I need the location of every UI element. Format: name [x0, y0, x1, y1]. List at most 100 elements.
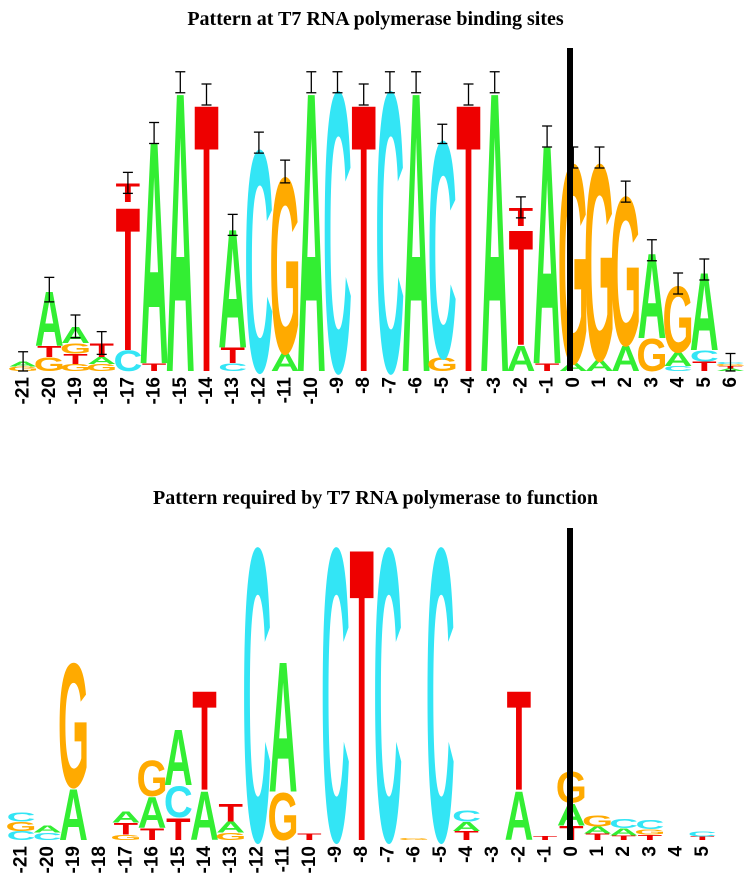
logo-column: A — [480, 9, 509, 456]
logo-letter: A — [609, 827, 638, 838]
position-tick-label: -2 — [508, 846, 529, 863]
position-tick-label: -20 — [37, 846, 58, 873]
error-bar — [673, 272, 684, 295]
logo-column: GAT — [215, 800, 246, 843]
logo-column: TAC — [609, 817, 638, 842]
position-tick-label: -9 — [325, 846, 346, 863]
logo-letter: C — [164, 777, 193, 826]
position-tick-label: -6 — [406, 377, 427, 394]
logo-letter: T — [37, 343, 62, 361]
error-bar — [515, 196, 526, 219]
logo-letter: T — [142, 361, 167, 373]
error-bar — [437, 123, 448, 145]
position-tick-label: -21 — [11, 846, 32, 874]
logo-letter: G — [60, 341, 91, 357]
logo-letter: G — [137, 751, 168, 808]
logo-letter: A — [504, 777, 533, 856]
logo-letter: T — [114, 820, 139, 838]
logo-column: C — [373, 461, 402, 895]
logo-letter: T — [297, 832, 322, 842]
position-tick-label: -12 — [248, 377, 269, 404]
logo-letter: A — [33, 824, 62, 835]
position-tick-label: 1 — [589, 377, 610, 388]
logo-column: A — [297, 9, 326, 456]
logo-column: TA — [533, 78, 562, 430]
logo-letter: G — [6, 820, 37, 834]
logo-letter: G — [110, 833, 141, 841]
position-tick-label: -17 — [117, 377, 138, 404]
position-tick-label: -19 — [63, 846, 84, 873]
logo-column: AG — [584, 106, 615, 420]
error-bar — [411, 71, 422, 94]
logo-letter: T — [349, 461, 373, 895]
logo-letter: C — [242, 461, 271, 895]
logo-letter: G — [582, 813, 613, 830]
logo-letter: C — [426, 461, 455, 895]
position-tick-label: -1 — [537, 377, 558, 394]
error-bar — [332, 71, 343, 94]
position-tick-label: 4 — [666, 846, 687, 857]
error-bar — [463, 83, 474, 106]
logo-column: TAG — [582, 813, 613, 842]
logo-column: C — [244, 83, 273, 438]
position-tick-label: 5 — [694, 377, 715, 388]
logo-column: GC — [427, 76, 458, 422]
position-tick-label: -7 — [379, 377, 400, 394]
position-tick-label: 0 — [563, 377, 584, 388]
logo-column: CAG — [663, 267, 694, 373]
logo-column: AG — [270, 126, 301, 407]
position-tick-label: 0 — [561, 846, 582, 857]
logo-column: T — [351, 24, 375, 453]
position-tick-label: -18 — [89, 846, 110, 873]
error-bar — [175, 71, 186, 94]
position-tick-label: -4 — [456, 846, 477, 863]
error-bar — [306, 71, 317, 94]
logo-letter: G — [399, 838, 430, 841]
position-tick-label: 2 — [613, 846, 634, 857]
logo-column: GA — [636, 229, 667, 382]
position-tick-label: -15 — [170, 377, 191, 405]
top-logo-title: Pattern at T7 RNA polymerase binding sit… — [187, 8, 564, 30]
position-tick-label: -13 — [220, 846, 241, 873]
position-tick-label: -10 — [299, 846, 320, 873]
logo-column: AT — [504, 662, 533, 856]
logo-letter: C — [664, 365, 693, 373]
error-bar — [280, 159, 291, 184]
error-bar — [18, 351, 29, 372]
error-bar — [384, 71, 395, 94]
bottom-logo-title: Pattern required by T7 RNA polymerase to… — [153, 487, 598, 509]
logo-letter: A — [583, 825, 612, 836]
logo-column: GAT — [86, 330, 117, 373]
logo-letter: T — [63, 351, 88, 367]
position-tick-label: -13 — [222, 377, 243, 404]
logo-letter: T — [507, 662, 531, 821]
transcription-start-divider — [567, 48, 573, 371]
logo-column: AG — [610, 153, 641, 391]
logo-column: C — [375, 9, 404, 456]
logo-letter: A — [87, 356, 116, 367]
logo-letter: C — [113, 345, 142, 377]
position-tick-label: 2 — [615, 377, 636, 388]
logo-column: GTA — [110, 810, 141, 842]
position-tick-label: -5 — [432, 377, 453, 394]
logo-letter: G — [634, 828, 665, 836]
logo-letter: C — [7, 811, 36, 825]
logo-letter: T — [533, 836, 558, 842]
position-tick-label: -14 — [194, 846, 215, 874]
position-tick-label: 6 — [720, 377, 741, 388]
logo-letter: T — [535, 361, 560, 373]
position-tick-label: -21 — [13, 377, 34, 405]
position-tick-label: 3 — [641, 377, 662, 388]
logo-letter: A — [506, 339, 535, 380]
error-bar — [44, 276, 55, 303]
logo-letter: T — [218, 800, 243, 828]
logo-column: GA — [8, 351, 39, 372]
logo-column: TGC — [634, 818, 665, 842]
logo-column: TAC — [452, 809, 481, 843]
logo-column: CTT — [113, 165, 142, 394]
logo-letter: A — [111, 810, 140, 827]
position-tick-label: -1 — [535, 846, 556, 863]
error-bar — [358, 83, 369, 106]
